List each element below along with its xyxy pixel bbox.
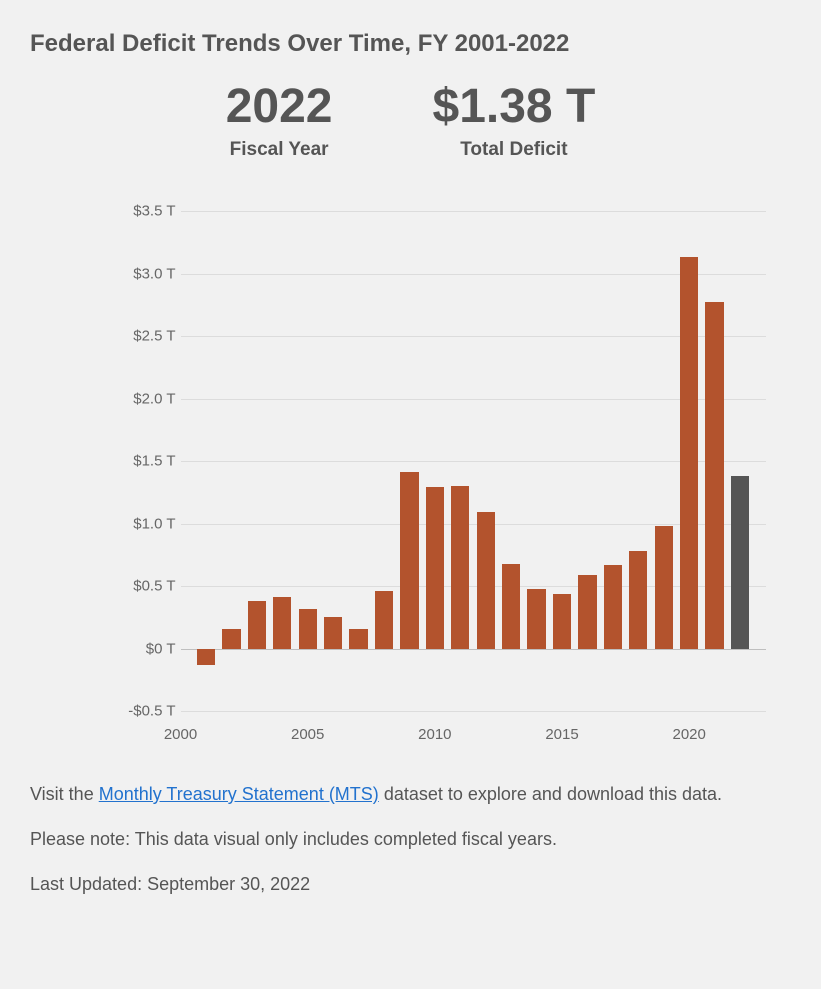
- gridline: [181, 274, 766, 275]
- total-deficit-label: Total Deficit: [433, 139, 596, 161]
- gridline: [181, 399, 766, 400]
- y-axis-label: $2.5 T: [96, 328, 176, 345]
- fiscal-year-value: 2022: [226, 83, 333, 131]
- total-deficit-block: $1.38 T Total Deficit: [433, 83, 596, 161]
- y-axis-label: $1.5 T: [96, 453, 176, 470]
- bar-2005[interactable]: [299, 609, 317, 649]
- x-axis-label: 2000: [164, 726, 197, 743]
- bar-2020[interactable]: [680, 257, 698, 648]
- fiscal-year-block: 2022 Fiscal Year: [226, 83, 333, 161]
- y-axis-label: $3.5 T: [96, 203, 176, 220]
- y-axis-label: $2.0 T: [96, 390, 176, 407]
- summary-row: 2022 Fiscal Year $1.38 T Total Deficit: [30, 83, 791, 161]
- footer-note: Please note: This data visual only inclu…: [30, 826, 791, 853]
- bar-2012[interactable]: [477, 512, 495, 648]
- bar-2016[interactable]: [578, 575, 596, 649]
- bar-2018[interactable]: [629, 551, 647, 649]
- bar-2010[interactable]: [426, 487, 444, 648]
- bar-2002[interactable]: [222, 629, 240, 649]
- y-axis-label: $3.0 T: [96, 265, 176, 282]
- x-axis-label: 2015: [545, 726, 578, 743]
- y-axis-label: $1.0 T: [96, 515, 176, 532]
- x-axis-label: 2020: [673, 726, 706, 743]
- bar-2001[interactable]: [197, 649, 215, 665]
- bar-2014[interactable]: [527, 589, 545, 649]
- gridline: [181, 461, 766, 462]
- gridline: [181, 586, 766, 587]
- bar-2019[interactable]: [655, 526, 673, 649]
- gridline: [181, 211, 766, 212]
- page-title: Federal Deficit Trends Over Time, FY 200…: [30, 30, 791, 58]
- gridline: [181, 524, 766, 525]
- footer-visit-prefix: Visit the: [30, 784, 99, 804]
- bar-2007[interactable]: [349, 629, 367, 649]
- footer-visit-line: Visit the Monthly Treasury Statement (MT…: [30, 781, 791, 808]
- bar-2021[interactable]: [705, 302, 723, 648]
- bar-2003[interactable]: [248, 601, 266, 649]
- x-axis-label: 2005: [291, 726, 324, 743]
- bar-2013[interactable]: [502, 564, 520, 649]
- footer-updated: Last Updated: September 30, 2022: [30, 871, 791, 898]
- footer-visit-suffix: dataset to explore and download this dat…: [379, 784, 722, 804]
- gridline: [181, 336, 766, 337]
- y-axis-label: -$0.5 T: [96, 703, 176, 720]
- gridline: [181, 649, 766, 650]
- deficit-bar-chart: -$0.5 T $0 T $0.5 T $1.0 T $1.5 T $2.0 T $2.5 …: [41, 191, 781, 751]
- footer: Visit the Monthly Treasury Statement (MT…: [30, 781, 791, 898]
- bar-2017[interactable]: [604, 565, 622, 649]
- total-deficit-value: $1.38 T: [433, 83, 596, 131]
- gridline: [181, 711, 766, 712]
- fiscal-year-label: Fiscal Year: [226, 139, 333, 161]
- page: Federal Deficit Trends Over Time, FY 200…: [0, 0, 821, 956]
- bar-2022[interactable]: [731, 476, 749, 649]
- bar-2008[interactable]: [375, 591, 393, 649]
- mts-link[interactable]: Monthly Treasury Statement (MTS): [99, 784, 379, 804]
- y-axis-label: $0 T: [96, 640, 176, 657]
- bar-2004[interactable]: [273, 597, 291, 648]
- bar-2011[interactable]: [451, 486, 469, 649]
- x-axis-label: 2010: [418, 726, 451, 743]
- bar-2015[interactable]: [553, 594, 571, 649]
- y-axis-label: $0.5 T: [96, 578, 176, 595]
- bar-2009[interactable]: [400, 472, 418, 648]
- bar-2006[interactable]: [324, 617, 342, 648]
